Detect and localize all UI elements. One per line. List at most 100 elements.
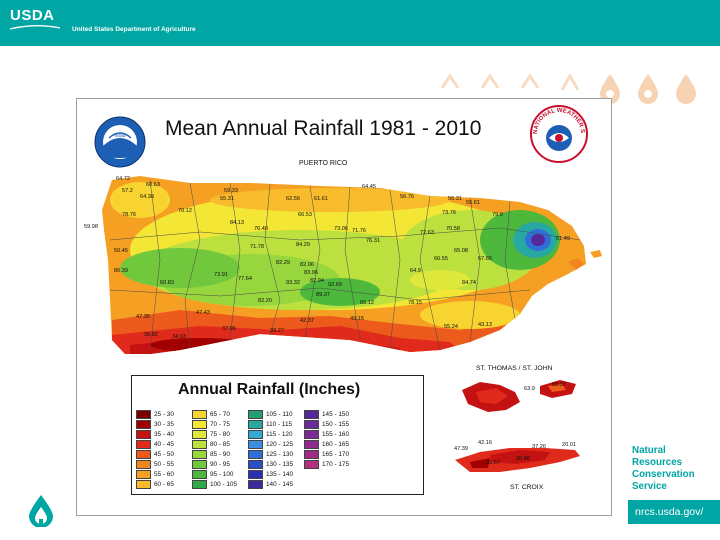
station-value: 64.72 [116,176,130,182]
legend-label: 170 - 175 [322,460,350,468]
legend-swatch [192,439,207,449]
legend-swatch [192,429,207,439]
legend-grid: 25 - 30 30 - 35 35 - 40 40 - 45 45 - 50 50 - … [136,409,418,489]
legend-swatch [136,419,151,429]
station-value: 78.76 [122,212,136,218]
inset-value: 55.37 [552,382,566,388]
map-title: Mean Annual Rainfall 1981 - 2010 [165,117,482,140]
legend-item: 145 - 150 [304,409,360,419]
legend-label: 50 - 55 [154,460,174,468]
station-value: 73.76 [442,210,456,216]
station-value: 79.9 [492,212,503,218]
legend-label: 65 - 70 [210,410,230,418]
national-weather-service-logo: NATIONAL WEATHER SERVICE [529,104,588,163]
station-value: 82.94 [310,278,324,284]
station-value: 72.63 [420,230,434,236]
legend-swatch [248,439,263,449]
municipal-boundaries [109,179,581,351]
legend-item: 110 - 115 [248,419,304,429]
station-value: 82.29 [276,260,290,266]
legend-label: 35 - 40 [154,430,174,438]
station-value: 49.15 [350,316,364,322]
station-value: 43.13 [478,322,492,328]
legend-label: 95 - 100 [210,470,234,478]
station-value: 66.55 [434,256,448,262]
legend-label: 140 - 145 [266,480,294,488]
nrcs-url-link[interactable]: nrcs.usda.gov/ [628,500,720,524]
legend-swatch [192,459,207,469]
legend-label: 110 - 115 [266,420,293,428]
station-value: 77.64 [238,276,252,282]
station-value: 55.24 [444,324,458,330]
legend-item: 135 - 140 [248,469,304,479]
legend-label: 70 - 75 [210,420,230,428]
station-value: 83.96 [304,270,318,276]
inset-value: 47.39 [454,446,468,452]
inset-value: 37.26 [532,444,546,450]
station-value: 70.12 [178,208,192,214]
legend-label: 145 - 150 [322,410,350,418]
department-name: United States Department of Agriculture [72,26,196,33]
legend-swatch [248,479,263,489]
legend-swatch [136,459,151,469]
station-value: 47.35 [136,314,150,320]
legend-label: 130 - 135 [266,460,294,468]
legend-item: 40 - 45 [136,439,192,449]
st-thomas-st-john-label: ST. THOMAS / ST. JOHN [476,365,553,372]
station-value: 61.49 [556,236,570,242]
legend-swatch [136,429,151,439]
inset-value: 63.9 [524,386,535,392]
legend-swatch [248,409,263,419]
legend-item: 130 - 135 [248,459,304,469]
station-value: 56.31 [448,196,462,202]
station-value: 71.76 [352,228,366,234]
culebra-island [590,250,602,258]
vieques-island [568,258,584,270]
legend-item: 55 - 60 [136,469,192,479]
station-value: 62.56 [286,196,300,202]
legend-item: 35 - 40 [136,429,192,439]
station-value: 73.06 [334,226,348,232]
inset-value: 42.16 [478,440,492,446]
legend-label: 160 - 165 [322,440,350,448]
legend-label: 115 - 120 [266,430,293,438]
legend-swatch [248,419,263,429]
legend-swatch [136,449,151,459]
usda-header-banner: USDA United States Department of Agricul… [0,0,720,46]
legend-item: 120 - 125 [248,439,304,449]
station-value: 64.45 [362,184,376,190]
legend-swatch [136,439,151,449]
legend-swatch [248,429,263,439]
legend-label: 165 - 170 [322,450,350,458]
legend-swatch [304,409,319,419]
legend-item: 160 - 165 [304,439,360,449]
station-value: 73.91 [214,272,228,278]
svg-text:noaa: noaa [114,133,125,139]
legend-label: 135 - 140 [266,470,294,478]
legend-item: 100 - 105 [192,479,248,489]
station-value: 64.9 [410,268,421,274]
legend-label: 60 - 65 [154,480,174,488]
station-value: 70.58 [446,226,460,232]
station-value: 60.63 [146,182,160,188]
legend-swatch [248,469,263,479]
legend-label: 40 - 45 [154,440,174,448]
legend-swatch [192,419,207,429]
inset-value: 20.01 [562,442,576,448]
legend-item: 95 - 100 [192,469,248,479]
usda-logo[interactable]: USDA [10,7,55,24]
legend-item: 80 - 85 [192,439,248,449]
legend-swatch [304,449,319,459]
nrcs-line: Resources [632,457,683,468]
station-value: 47.43 [196,310,210,316]
nrcs-name: Natural Resources Conservation Service [632,445,695,493]
station-value: 65.08 [454,248,468,254]
nrcs-line: Service [632,481,667,492]
island-rainfall-surface [102,176,586,354]
water-drop-icon [29,495,53,527]
legend-swatch [304,459,319,469]
legend-swatch [192,479,207,489]
station-value: 84.74 [462,280,476,286]
station-value: 78.15 [408,300,422,306]
